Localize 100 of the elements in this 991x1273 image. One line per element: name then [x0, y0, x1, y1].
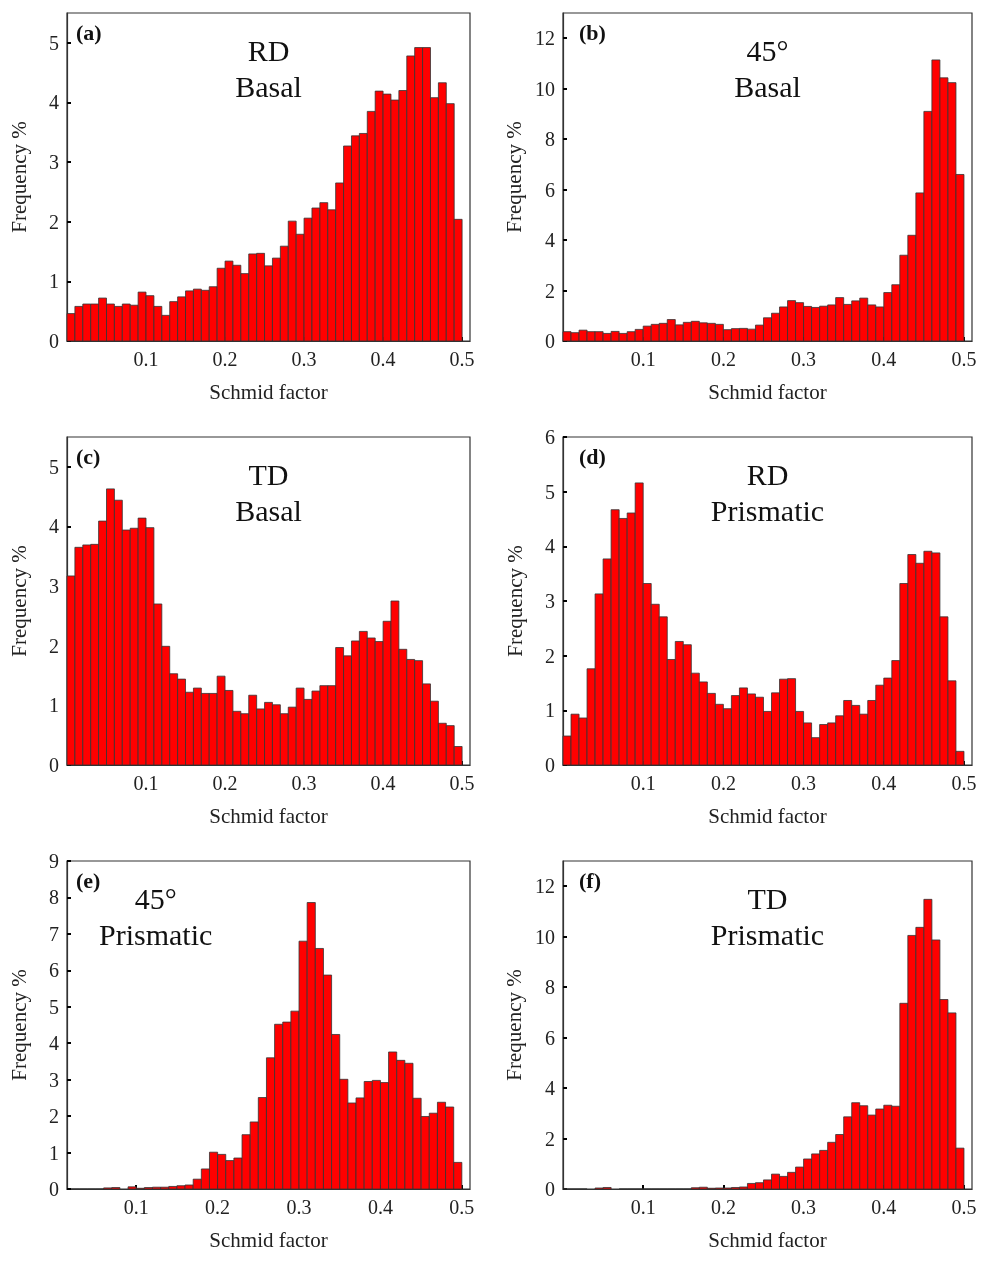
y-tick-label: 6: [545, 426, 555, 448]
y-tick-label: 0: [545, 330, 555, 352]
y-axis-title: Frequency %: [501, 969, 526, 1081]
y-tick-label: 8: [545, 128, 555, 151]
x-axis-title: Schmid factor: [708, 379, 827, 404]
x-tick-label: 0.5: [449, 1196, 475, 1218]
x-tick-label: 0.5: [449, 772, 475, 794]
x-tick-label: 0.4: [370, 348, 396, 370]
chart-title: (a): [76, 19, 102, 45]
annotation: Prismatic: [710, 917, 825, 951]
x-tick-label: 0.3: [286, 1196, 312, 1218]
y-tick-label: 2: [545, 1127, 555, 1150]
x-tick-label: 0.1: [133, 772, 159, 794]
y-tick-label: 3: [545, 590, 555, 612]
chart-title: (e): [76, 867, 101, 893]
annotation: 45°: [134, 881, 177, 915]
y-tick-label: 3: [49, 575, 59, 598]
x-tick-label: 0.1: [630, 348, 656, 370]
y-tick-label: 0: [49, 1178, 59, 1200]
x-tick-label: 0.1: [133, 348, 159, 370]
y-axis-title: Frequency %: [6, 969, 31, 1081]
x-tick-label: 0.3: [791, 772, 817, 794]
x-tick-label: 0.3: [791, 348, 817, 370]
x-tick-label: 0.4: [871, 772, 897, 794]
y-tick-label: 12: [535, 875, 555, 898]
y-tick-label: 12: [535, 27, 555, 50]
annotation: Basal: [235, 493, 302, 527]
y-tick-label: 2: [49, 1105, 59, 1128]
x-tick-label: 0.4: [871, 348, 897, 370]
y-tick-label: 0: [545, 1178, 555, 1200]
annotation: 45°: [746, 33, 789, 67]
y-tick-label: 3: [49, 1068, 59, 1091]
x-axis-title: Schmid factor: [708, 803, 827, 828]
x-tick-label: 0.2: [212, 348, 238, 370]
x-tick-label: 0.2: [710, 1196, 736, 1218]
chart-title: (b): [579, 19, 606, 45]
x-tick-label: 0.4: [370, 772, 396, 794]
x-tick-label: 0.2: [212, 772, 238, 794]
y-tick-label: 5: [545, 480, 555, 503]
y-tick-label: 0: [545, 754, 555, 776]
y-axis-title: Frequency %: [502, 545, 527, 657]
x-tick-label: 0.2: [205, 1196, 231, 1218]
x-axis-title: Schmid factor: [209, 803, 328, 828]
y-tick-label: 1: [545, 699, 555, 722]
y-tick-label: 4: [545, 535, 555, 558]
y-tick-label: 2: [545, 644, 555, 667]
x-axis-title: Schmid factor: [209, 379, 328, 404]
annotation: Prismatic: [710, 493, 825, 527]
x-tick-label: 0.1: [630, 1196, 656, 1218]
chart-title: (f): [579, 867, 601, 893]
annotation: RD: [746, 457, 789, 491]
y-tick-label: 4: [49, 515, 59, 538]
x-tick-label: 0.3: [791, 1196, 817, 1218]
y-axis-title: Frequency %: [6, 545, 31, 657]
y-tick-label: 0: [49, 754, 59, 776]
y-tick-label: 3: [49, 151, 59, 174]
x-tick-label: 0.2: [710, 772, 736, 794]
annotation: Basal: [734, 69, 801, 103]
y-tick-label: 0: [49, 330, 59, 352]
y-tick-label: 7: [49, 922, 59, 945]
x-tick-label: 0.1: [123, 1196, 149, 1218]
annotation: TD: [747, 881, 788, 915]
y-tick-label: 4: [545, 229, 555, 252]
x-tick-label: 0.2: [710, 348, 736, 370]
y-tick-label: 1: [49, 270, 59, 293]
x-tick-label: 0.5: [449, 348, 475, 370]
y-tick-label: 5: [49, 31, 59, 54]
y-tick-label: 6: [49, 959, 59, 982]
y-axis-title: Frequency %: [6, 121, 31, 233]
y-tick-label: 4: [49, 1032, 59, 1055]
x-tick-label: 0.5: [951, 348, 977, 370]
x-tick-label: 0.3: [291, 772, 317, 794]
y-axis-title: Frequency %: [501, 121, 526, 233]
y-tick-label: 2: [49, 210, 59, 233]
x-tick-label: 0.3: [291, 348, 317, 370]
x-axis-title: Schmid factor: [209, 1227, 328, 1252]
chart-title: (c): [76, 443, 101, 469]
y-tick-label: 8: [545, 976, 555, 999]
x-axis-title: Schmid factor: [708, 1227, 827, 1252]
chart-title: (d): [579, 443, 606, 469]
y-tick-label: 2: [545, 279, 555, 302]
annotation: RD: [247, 33, 290, 67]
y-tick-label: 6: [545, 1026, 555, 1049]
annotation: TD: [248, 457, 289, 491]
annotation: Basal: [235, 69, 302, 103]
x-tick-label: 0.5: [951, 1196, 977, 1218]
y-tick-label: 8: [49, 886, 59, 909]
y-tick-label: 10: [535, 925, 555, 948]
y-tick-label: 1: [49, 1141, 59, 1164]
y-tick-label: 10: [535, 77, 555, 100]
y-tick-label: 5: [49, 995, 59, 1018]
y-tick-label: 4: [545, 1077, 555, 1100]
x-tick-label: 0.4: [367, 1196, 393, 1218]
y-tick-label: 6: [545, 178, 555, 201]
y-tick-label: 5: [49, 455, 59, 478]
x-tick-label: 0.1: [630, 772, 656, 794]
x-tick-label: 0.5: [951, 772, 977, 794]
annotation: Prismatic: [99, 917, 213, 951]
y-tick-label: 1: [49, 694, 59, 717]
x-tick-label: 0.4: [871, 1196, 897, 1218]
